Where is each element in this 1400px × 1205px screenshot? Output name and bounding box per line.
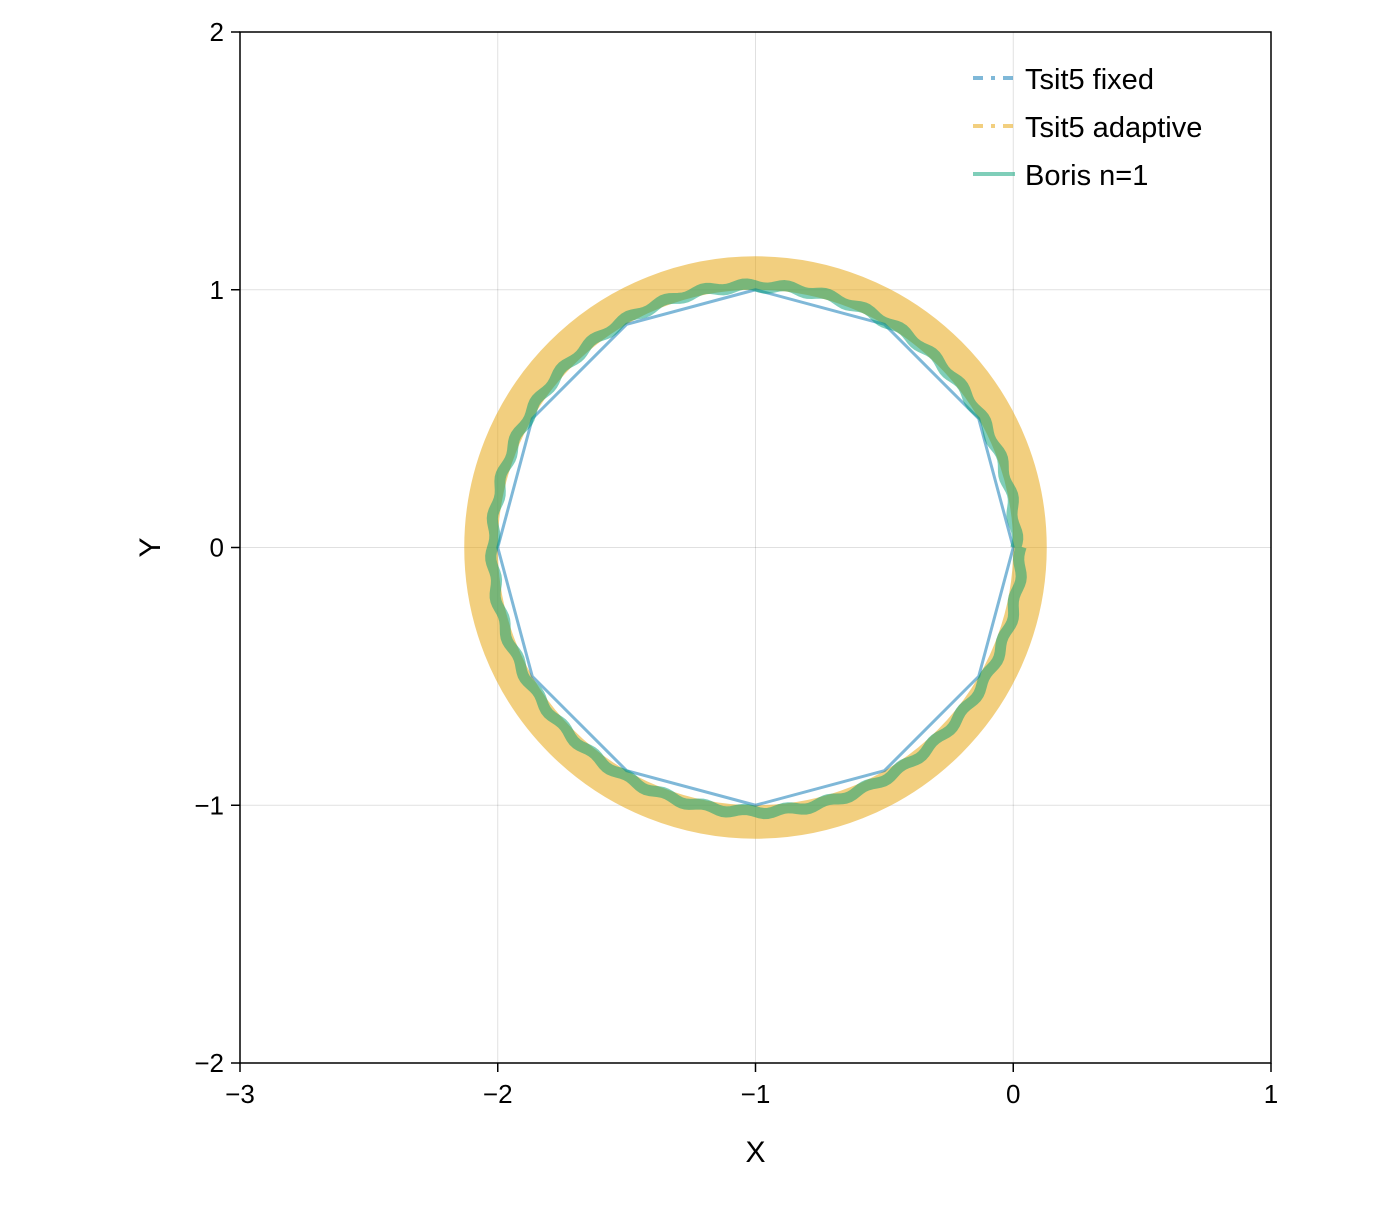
series-boris <box>485 278 1027 820</box>
y-tick-label: −2 <box>194 1048 224 1078</box>
x-tick-label: 0 <box>1006 1079 1020 1109</box>
y-tick-label: −1 <box>194 790 224 820</box>
y-tick-label: 0 <box>210 533 224 563</box>
x-tick-label: −2 <box>483 1079 513 1109</box>
x-tick-label: 1 <box>1264 1079 1278 1109</box>
y-tick-label: 1 <box>210 275 224 305</box>
series-tsit5-adaptive <box>464 256 1047 839</box>
x-axis-label: X <box>745 1136 765 1169</box>
x-tick-label: −1 <box>741 1079 771 1109</box>
x-tick-label: −3 <box>225 1079 255 1109</box>
legend-label-2: Boris n=1 <box>1025 160 1148 192</box>
legend-label-0: Tsit5 fixed <box>1025 64 1154 96</box>
y-axis-label: Y <box>134 537 167 557</box>
series-layer <box>464 256 1047 839</box>
legend: Tsit5 fixed Tsit5 adaptive Boris n=1 <box>973 64 1202 192</box>
legend-label-1: Tsit5 adaptive <box>1025 112 1202 144</box>
y-tick-label: 2 <box>210 17 224 47</box>
